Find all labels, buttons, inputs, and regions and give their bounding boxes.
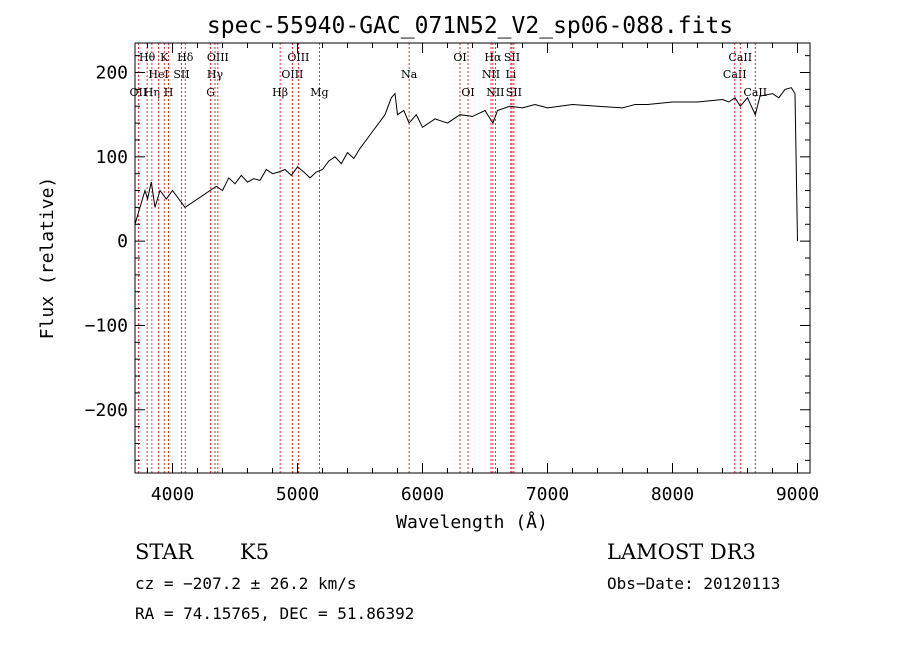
line-marker-label: Na <box>401 68 418 81</box>
object-subclass: K5 <box>240 540 270 564</box>
line-markers: OII Hθ Hη HeI K H SII Hδ G Hγ OIII Hβ OIII OIII Mg Na OI… <box>130 43 767 473</box>
line-marker-label: H <box>164 86 174 99</box>
plot-frame <box>134 42 811 474</box>
line-marker-label: CaII <box>728 51 752 64</box>
chart-title: spec-55940-GAC_071N52_V2_sp06-088.fits <box>207 13 733 39</box>
y-tick-label: 200 <box>95 63 128 84</box>
line-marker-label: G <box>206 86 215 99</box>
line-marker-label: NII <box>482 68 500 81</box>
y-tick-label: −200 <box>85 400 128 421</box>
line-marker-label: Hη <box>144 86 160 99</box>
y-tick-label: 0 <box>117 231 128 252</box>
line-marker-label: Hγ <box>207 68 224 81</box>
line-marker-label: OI <box>453 51 466 64</box>
line-marker-label: SII <box>506 86 522 99</box>
obs-date: Obs−Date: 20120113 <box>607 574 781 593</box>
survey-name: LAMOST DR3 <box>607 540 756 564</box>
line-marker-label: OIII <box>207 51 229 64</box>
x-tick-label: 7000 <box>526 484 569 505</box>
line-marker-label: OI <box>461 86 474 99</box>
x-tick-label: 8000 <box>651 484 694 505</box>
line-marker-label: OIII <box>287 51 309 64</box>
x-axis-label: Wavelength (Å) <box>396 511 548 533</box>
line-marker-label: Li <box>505 68 516 81</box>
object-class: STAR <box>135 540 194 564</box>
line-marker-label: Mg <box>310 86 328 99</box>
y-tick-label: −100 <box>85 315 128 336</box>
x-tick-label: 5000 <box>276 484 319 505</box>
spectrum-line <box>134 87 798 242</box>
x-tick-label: 9000 <box>776 484 819 505</box>
line-marker-label: OIII <box>281 68 303 81</box>
line-marker-label: CaII <box>743 86 767 99</box>
line-marker-label: HeI <box>148 68 168 81</box>
line-marker-label: Hδ <box>177 51 194 64</box>
y-tick-label: 100 <box>95 147 128 168</box>
line-marker-label: SII <box>173 68 189 81</box>
line-marker-label: NII <box>486 86 504 99</box>
y-axis-label: Flux (relative) <box>37 177 58 340</box>
x-axis-ticks: 4000 5000 6000 7000 8000 9000 <box>147 43 819 505</box>
x-tick-label: 4000 <box>151 484 194 505</box>
line-marker-label: Hα <box>484 51 502 64</box>
line-marker-label: CaII <box>723 68 747 81</box>
x-tick-label: 6000 <box>401 484 444 505</box>
y-axis-ticks: −200 −100 0 100 200 <box>85 55 810 461</box>
coordinates: RA = 74.15765, DEC = 51.86392 <box>135 604 415 623</box>
line-marker-label: OII <box>130 86 148 99</box>
redshift-value: cz = −207.2 ± 26.2 km/s <box>135 574 357 593</box>
line-marker-label: Hθ <box>139 51 156 64</box>
line-marker-label: K <box>160 51 169 64</box>
line-marker-label: Hβ <box>272 86 288 99</box>
line-marker-label: SII <box>504 51 520 64</box>
